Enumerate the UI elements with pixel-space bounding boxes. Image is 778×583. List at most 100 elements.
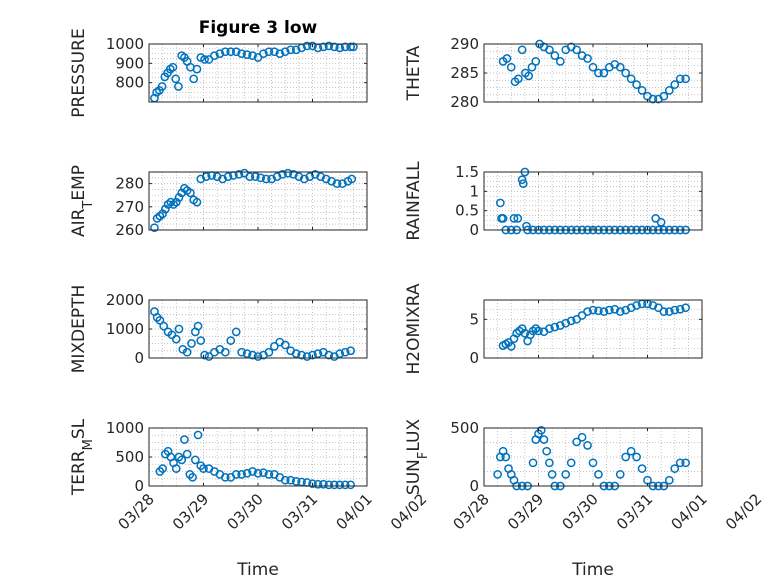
data-point — [250, 172, 260, 181]
data-point — [218, 174, 227, 184]
data-point — [231, 47, 241, 57]
data-point — [583, 441, 592, 450]
data-point — [626, 446, 636, 456]
y-tick-label: 260 — [115, 221, 144, 239]
data-point — [201, 172, 211, 181]
subplot-sunflux: 03/28 03/29 03/30 03/31 04/01 04/02 0 500 SUNFLU… — [404, 419, 765, 580]
y-axis-label: TERRMSL — [69, 418, 96, 496]
data-point — [550, 322, 560, 332]
data-point — [615, 307, 625, 316]
y-axis-label: THETA — [404, 45, 424, 101]
y-tick-label: 0 — [469, 221, 479, 239]
data-point — [346, 480, 355, 490]
y-tick-label: 0 — [134, 349, 144, 367]
data-point — [594, 68, 603, 78]
x-tick-label: 03/31 — [278, 490, 321, 533]
data-point — [226, 47, 236, 57]
x-tick-label: 03/28 — [115, 490, 158, 533]
data-point — [196, 174, 206, 184]
data-point — [150, 223, 159, 233]
data-point — [316, 172, 326, 181]
data-point — [615, 62, 625, 72]
data-point — [196, 336, 206, 345]
x-tick-label: 04/02 — [722, 490, 765, 533]
data-point — [531, 57, 541, 66]
y-tick-label: 900 — [115, 54, 144, 72]
data-point — [536, 425, 546, 435]
y-tick-label: 270 — [115, 198, 144, 216]
x-tick-label: 03/28 — [450, 490, 493, 533]
data-point — [291, 349, 301, 358]
data-point — [599, 68, 609, 78]
x-tick-label: 04/01 — [668, 490, 711, 533]
data-point — [302, 352, 312, 361]
data-point — [332, 179, 342, 188]
data-point — [193, 430, 203, 440]
data-point — [621, 68, 631, 78]
data-point — [177, 455, 187, 465]
data-point — [520, 328, 530, 338]
data-point — [319, 42, 328, 52]
data-point — [158, 209, 167, 219]
data-point — [157, 82, 167, 91]
data-point — [261, 174, 271, 184]
y-axis-label: RAINFALL — [404, 161, 424, 241]
y-tick-label: 280 — [115, 175, 144, 193]
y-axis-label: SUNFLUX — [404, 419, 431, 496]
data-point — [518, 179, 528, 188]
data-point — [547, 470, 557, 479]
data-point — [242, 468, 252, 478]
y-tick-label: 1000 — [106, 419, 144, 437]
y-tick-label: 500 — [450, 419, 479, 437]
data-point — [545, 45, 554, 55]
data-point — [212, 172, 222, 181]
data-point — [664, 86, 674, 95]
data-point — [174, 324, 184, 334]
data-point — [340, 42, 350, 52]
data-point — [291, 45, 301, 55]
data-point — [237, 347, 246, 357]
data-point — [327, 176, 336, 186]
data-point — [299, 174, 309, 184]
data-point — [588, 305, 598, 315]
y-tick-label: 0 — [469, 477, 479, 495]
data-point — [555, 57, 565, 66]
data-point — [280, 47, 290, 57]
data-point — [566, 316, 576, 326]
data-point — [204, 352, 214, 361]
data-point — [497, 214, 506, 223]
data-point — [675, 304, 685, 314]
data-point — [572, 437, 582, 447]
y-tick-label: 290 — [450, 35, 479, 53]
x-axis-label: Time — [571, 560, 614, 580]
data-point — [187, 339, 196, 348]
data-point — [177, 188, 187, 198]
data-point — [158, 464, 167, 473]
data-point — [626, 74, 636, 84]
data-point — [223, 172, 233, 181]
data-point — [670, 305, 680, 315]
data-point — [182, 347, 192, 357]
data-point — [513, 74, 523, 84]
data-point — [346, 346, 355, 356]
data-point — [615, 470, 625, 479]
x-tick-label: 04/01 — [333, 490, 376, 533]
data-point — [234, 169, 244, 179]
data-point — [237, 49, 246, 59]
data-point — [329, 480, 339, 490]
data-point — [340, 347, 350, 357]
data-point — [594, 470, 603, 479]
y-axis-label: PRESSURE — [69, 28, 89, 117]
data-point — [280, 340, 290, 350]
data-point — [349, 42, 358, 52]
data-point — [632, 80, 641, 89]
data-point — [659, 307, 669, 316]
data-point — [190, 455, 200, 465]
data-point — [621, 305, 631, 315]
data-point — [321, 174, 331, 184]
data-point — [270, 342, 279, 351]
data-point — [253, 352, 263, 361]
data-point — [267, 174, 276, 184]
data-point — [506, 62, 516, 72]
